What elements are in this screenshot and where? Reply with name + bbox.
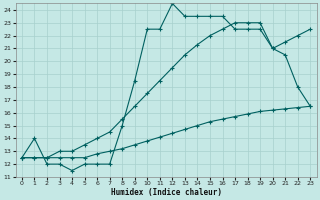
X-axis label: Humidex (Indice chaleur): Humidex (Indice chaleur) xyxy=(111,188,221,197)
